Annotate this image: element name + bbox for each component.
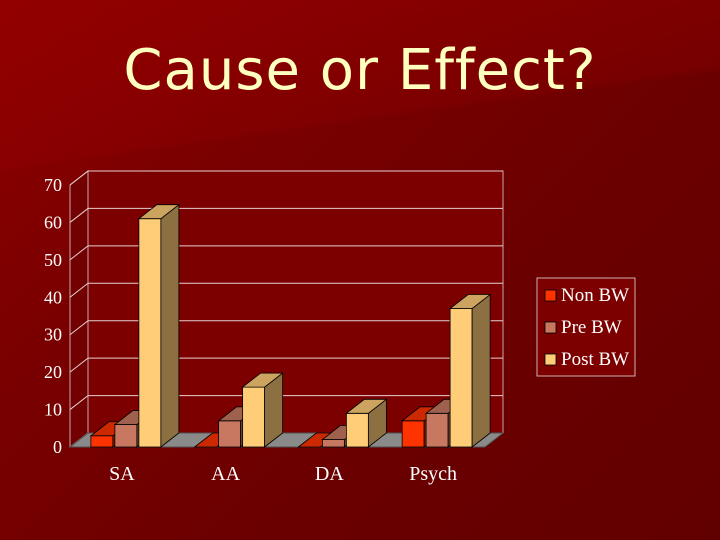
chart-side-wall <box>69 169 89 449</box>
x-category-label: DA <box>315 463 344 485</box>
bar-top <box>345 398 388 414</box>
bar-front <box>449 308 473 448</box>
gridline <box>69 170 503 186</box>
y-tick-label: 50 <box>44 250 62 270</box>
gridline <box>69 245 503 261</box>
y-tick-label: 30 <box>44 325 62 345</box>
y-tick-label: 0 <box>53 437 62 457</box>
bar-top <box>137 204 181 220</box>
legend-label: Pre BW <box>561 317 622 338</box>
legend-label: Non BW <box>561 285 629 306</box>
bar-front <box>345 412 369 448</box>
gridline <box>69 395 503 410</box>
bar-front <box>138 218 162 448</box>
x-category-label: Psych <box>409 463 457 485</box>
bar-DA-post-bw <box>345 398 388 448</box>
bar-Psych-post-bw <box>448 293 492 448</box>
gridline <box>69 320 503 336</box>
bar-top <box>241 372 284 388</box>
gridline <box>69 207 503 223</box>
chart-gridlines <box>69 170 503 448</box>
bar-front <box>321 439 345 448</box>
bar-AA-post-bw <box>241 372 284 448</box>
bar-front <box>401 420 425 448</box>
bar-front <box>425 412 449 448</box>
slide-title: Cause or Effect? <box>123 38 597 103</box>
legend-swatch <box>544 289 557 302</box>
y-tick-label: 20 <box>44 362 62 382</box>
chart-walls <box>69 169 504 449</box>
y-axis-ticks: 0 10 20 30 40 50 60 70 <box>44 175 62 457</box>
bar-side <box>471 293 491 448</box>
gridline <box>69 357 503 373</box>
bar-front <box>114 424 138 448</box>
gridline <box>69 282 503 298</box>
chart-bars <box>89 203 492 448</box>
y-tick-label: 10 <box>44 400 62 420</box>
bar-front <box>242 386 266 448</box>
y-tick-label: 40 <box>44 287 62 307</box>
y-tick-label: 60 <box>44 212 62 232</box>
chart-legend: Non BW Pre BW Post BW <box>536 277 636 377</box>
legend-swatch <box>544 321 557 334</box>
legend-label: Post BW <box>561 349 629 370</box>
legend-swatch <box>544 353 557 366</box>
y-tick-label: 70 <box>44 175 62 195</box>
x-axis-labels: SA AA DA Psych <box>109 463 457 485</box>
bar-front <box>218 420 242 448</box>
x-category-label: AA <box>211 463 240 485</box>
bar-side <box>160 203 180 448</box>
bar-SA-post-bw <box>137 203 181 448</box>
bar-top <box>448 294 492 309</box>
bar-front <box>90 435 114 448</box>
x-category-label: SA <box>109 463 135 485</box>
